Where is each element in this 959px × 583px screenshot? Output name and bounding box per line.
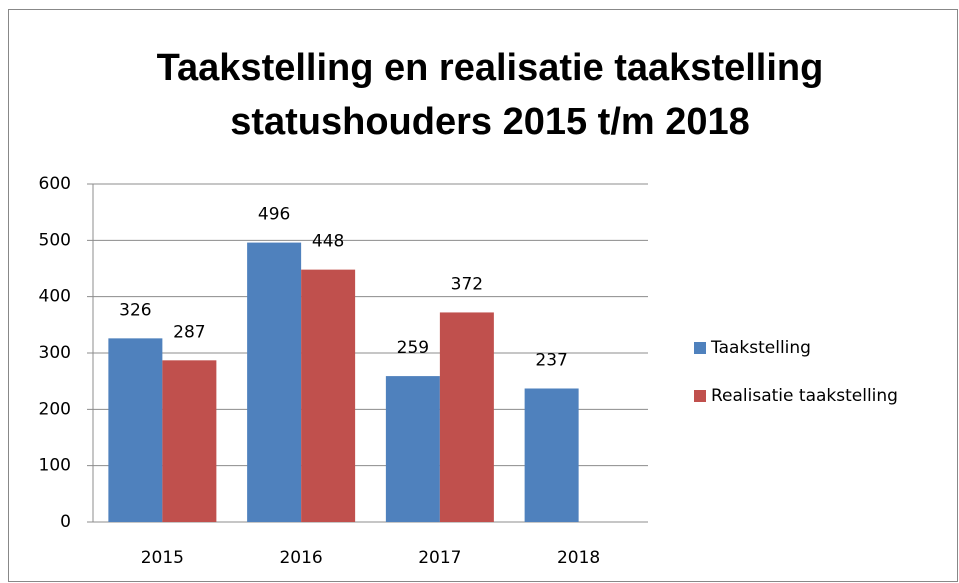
bar — [385, 376, 440, 522]
data-label: 496 — [258, 205, 290, 225]
y-tick-label: 200 — [39, 399, 71, 419]
data-label: 287 — [173, 322, 205, 342]
y-tick-label: 100 — [39, 456, 71, 476]
x-tick-label: 2017 — [418, 548, 461, 568]
bar — [524, 388, 579, 522]
y-tick-label: 600 — [39, 174, 71, 194]
y-tick-label: 300 — [39, 343, 71, 363]
x-tick-label: 2016 — [279, 548, 322, 568]
x-tick-label: 2015 — [141, 548, 184, 568]
data-label: 326 — [119, 300, 151, 320]
data-label: 372 — [451, 274, 483, 294]
data-label: 259 — [397, 338, 429, 358]
bar — [301, 269, 356, 522]
bar — [247, 242, 302, 522]
legend-swatch — [694, 390, 706, 402]
legend-label: Realisatie taakstelling — [711, 386, 898, 406]
chart-title: Taakstelling en realisatie taakstelling — [157, 47, 824, 89]
bar — [162, 360, 217, 522]
y-tick-label: 500 — [39, 230, 71, 250]
legend-swatch — [694, 342, 706, 354]
x-tick-label: 2018 — [557, 548, 600, 568]
chart-title: statushouders 2015 t/m 2018 — [230, 101, 750, 143]
bar — [108, 338, 163, 522]
data-label: 237 — [535, 350, 567, 370]
y-tick-label: 0 — [60, 512, 71, 532]
legend-label: Taakstelling — [710, 338, 811, 358]
data-label: 448 — [312, 232, 344, 252]
bar — [439, 312, 494, 522]
y-tick-label: 400 — [39, 287, 71, 307]
